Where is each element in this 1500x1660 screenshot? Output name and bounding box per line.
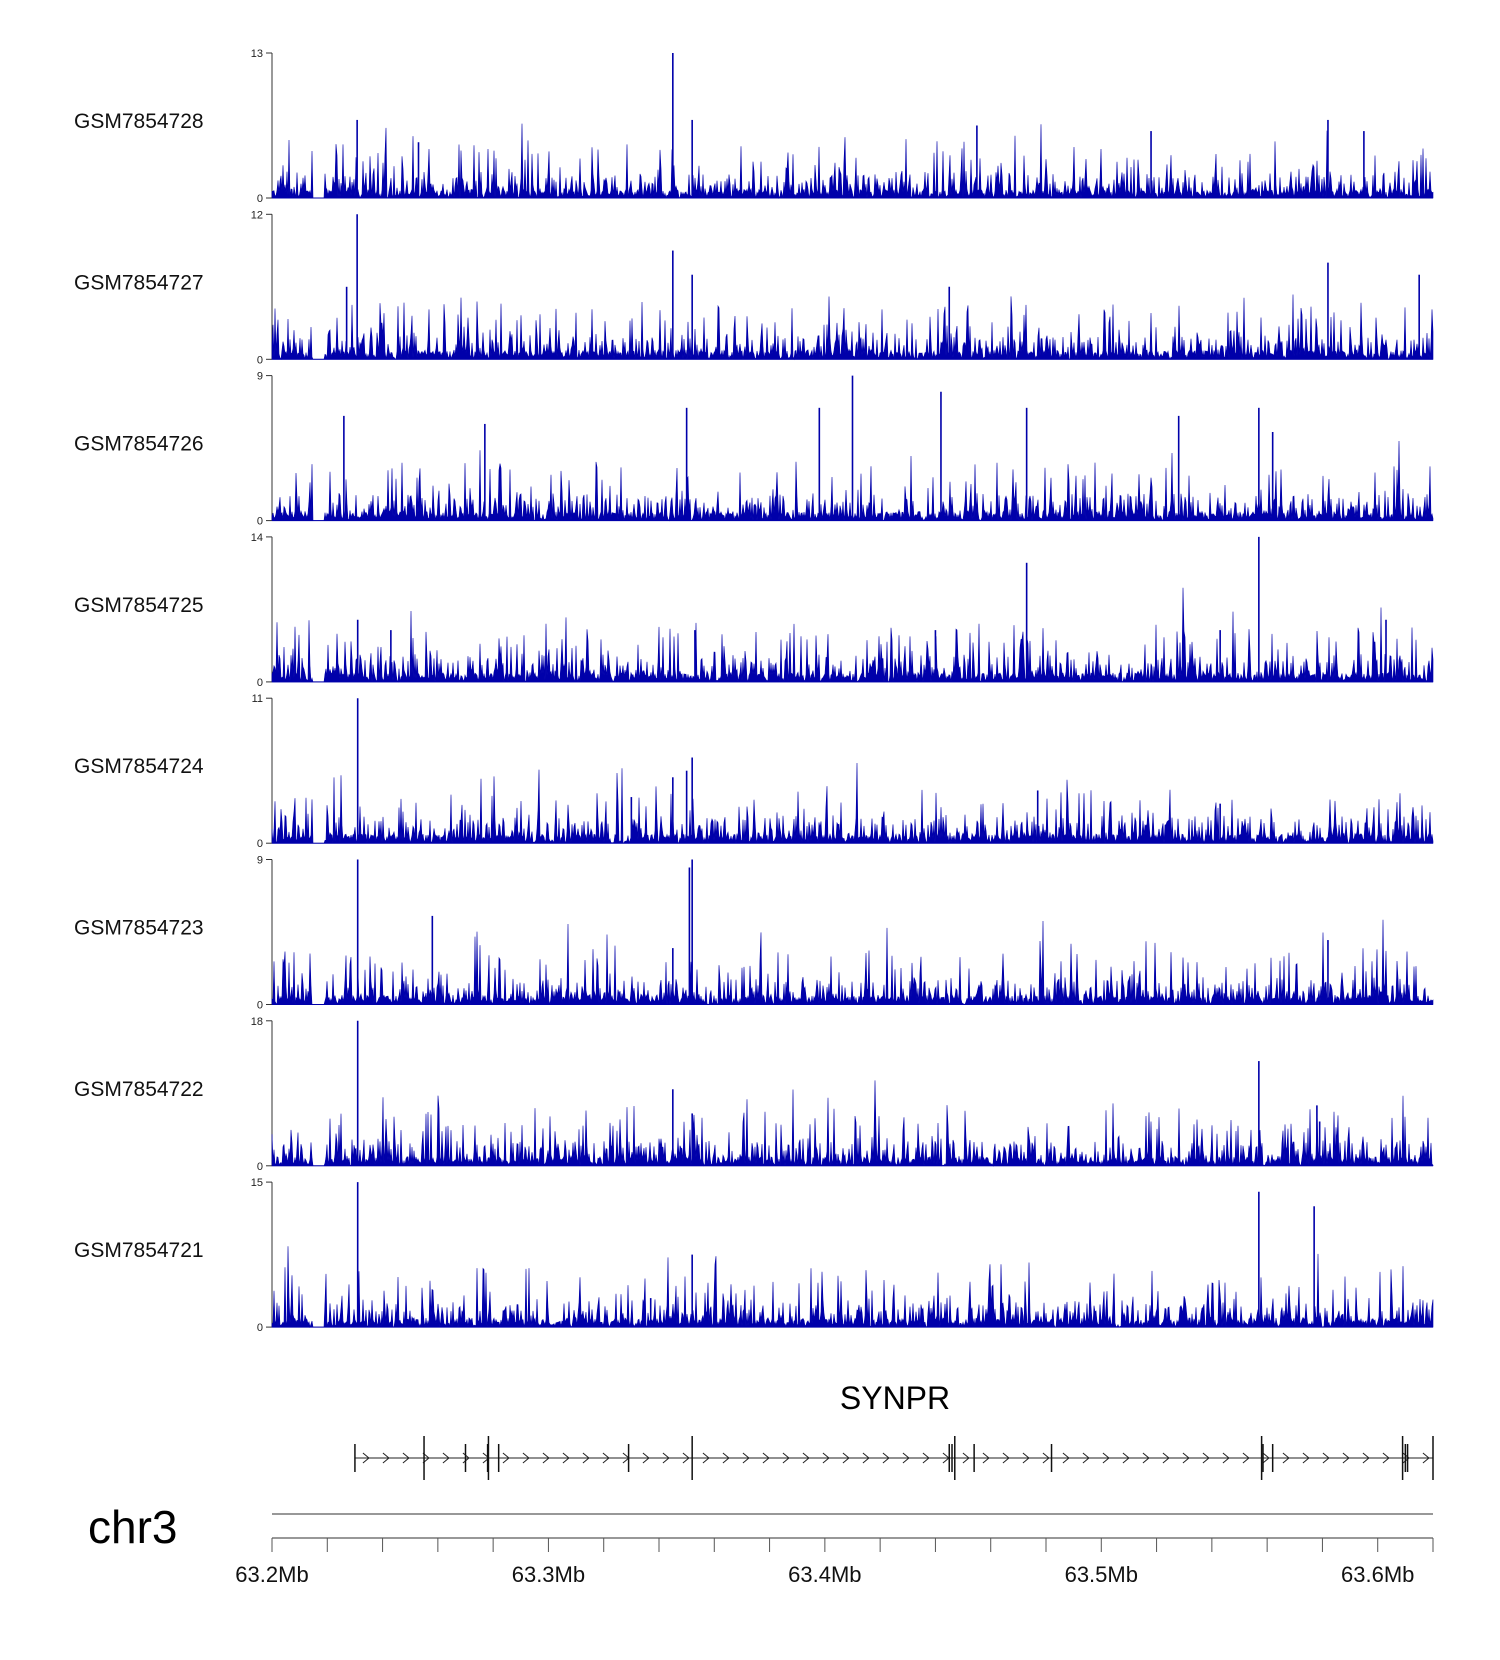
strand-arrow — [1062, 1452, 1070, 1464]
track-label: GSM7854723 — [74, 917, 204, 940]
strand-arrow — [362, 1452, 370, 1464]
strand-arrow — [882, 1452, 890, 1464]
y-axis-max-label: 9 — [257, 855, 263, 867]
strand-arrow — [1322, 1452, 1330, 1464]
strand-arrow — [682, 1452, 690, 1464]
coverage-track: GSM7854725 14 0 — [74, 532, 1434, 689]
track-label: GSM7854728 — [74, 110, 204, 133]
strand-arrow — [422, 1452, 430, 1464]
strand-arrow — [1082, 1452, 1090, 1464]
coverage-track: GSM7854721 15 0 — [74, 1177, 1434, 1334]
track-label: GSM7854725 — [74, 594, 204, 617]
coverage-tracks: GSM7854728130GSM7854727120GSM785472690GS… — [74, 48, 1434, 1334]
strand-arrow — [762, 1452, 770, 1464]
y-axis-max-label: 13 — [251, 48, 263, 60]
strand-arrow — [742, 1452, 750, 1464]
strand-arrow — [1422, 1452, 1430, 1464]
x-axis-tick-label: 63.3Mb — [512, 1562, 585, 1587]
y-axis-max-label: 12 — [251, 209, 263, 221]
x-axis-tick-label: 63.6Mb — [1341, 1562, 1414, 1587]
strand-arrow — [1142, 1452, 1150, 1464]
y-axis-min-label: 0 — [257, 354, 263, 366]
coverage-track: GSM7854726 9 0 — [74, 371, 1434, 528]
strand-arrow — [542, 1452, 550, 1464]
coverage-area — [271, 919, 1434, 1006]
strand-arrow — [862, 1452, 870, 1464]
coverage-area — [271, 762, 1434, 845]
coverage-area — [271, 1246, 1434, 1329]
coverage-track: GSM7854728 13 0 — [74, 48, 1434, 205]
strand-arrow — [562, 1452, 570, 1464]
strand-arrow — [642, 1452, 650, 1464]
coverage-area — [271, 294, 1434, 361]
strand-arrow — [662, 1452, 670, 1464]
strand-arrow — [442, 1452, 450, 1464]
strand-arrow — [1282, 1452, 1290, 1464]
coverage-track: GSM7854722 18 0 — [74, 1016, 1434, 1173]
y-axis-min-label: 0 — [257, 516, 263, 528]
y-axis-min-label: 0 — [257, 1161, 263, 1173]
strand-arrow — [1222, 1452, 1230, 1464]
y-axis-max-label: 11 — [252, 693, 263, 705]
coverage-area — [271, 587, 1434, 683]
y-axis-max-label: 15 — [251, 1177, 263, 1189]
strand-arrow — [802, 1452, 810, 1464]
strand-arrow — [842, 1452, 850, 1464]
strand-arrow — [1362, 1452, 1370, 1464]
strand-arrow — [1202, 1452, 1210, 1464]
strand-arrow — [1302, 1452, 1310, 1464]
strand-arrow — [1342, 1452, 1350, 1464]
strand-arrow — [1042, 1452, 1050, 1464]
track-label: GSM7854727 — [74, 271, 204, 294]
y-axis-max-label: 9 — [257, 371, 263, 383]
gene-label: SYNPR — [840, 1380, 950, 1416]
strand-arrow — [502, 1452, 510, 1464]
y-axis-min-label: 0 — [257, 1322, 263, 1334]
strand-arrow — [402, 1452, 410, 1464]
coverage-track: GSM7854723 9 0 — [74, 855, 1434, 1012]
y-axis-min-label: 0 — [257, 1000, 263, 1012]
strand-arrow — [582, 1452, 590, 1464]
y-axis-max-label: 14 — [251, 532, 263, 544]
strand-arrow — [1382, 1452, 1390, 1464]
strand-arrow — [902, 1452, 910, 1464]
track-label: GSM7854724 — [74, 755, 204, 778]
coverage-area — [271, 123, 1434, 199]
track-label: GSM7854726 — [74, 433, 204, 456]
strand-arrow — [1162, 1452, 1170, 1464]
strand-arrow — [1122, 1452, 1130, 1464]
strand-arrow — [962, 1452, 970, 1464]
strand-arrow — [1102, 1452, 1110, 1464]
y-axis-min-label: 0 — [257, 838, 263, 850]
strand-arrow — [382, 1452, 390, 1464]
strand-arrow — [1182, 1452, 1190, 1464]
strand-arrow — [982, 1452, 990, 1464]
y-axis-min-label: 0 — [257, 677, 263, 689]
y-axis-min-label: 0 — [257, 193, 263, 205]
genomic-axis: chr3 63.2Mb 63.3Mb 63.4Mb 63.5Mb 63.6Mb — [88, 1501, 1434, 1587]
chromosome-label: chr3 — [88, 1501, 177, 1553]
strand-arrow — [722, 1452, 730, 1464]
x-axis-tick-label: 63.5Mb — [1065, 1562, 1138, 1587]
y-axis-max-label: 18 — [251, 1016, 263, 1028]
strand-arrow — [602, 1452, 610, 1464]
x-axis-tick-label: 63.4Mb — [788, 1562, 861, 1587]
strand-arrow — [702, 1452, 710, 1464]
strand-arrow — [922, 1452, 930, 1464]
strand-arrow — [522, 1452, 530, 1464]
strand-arrow — [1262, 1452, 1270, 1464]
strand-arrow — [1242, 1452, 1250, 1464]
track-label: GSM7854721 — [74, 1239, 204, 1262]
strand-arrow — [782, 1452, 790, 1464]
strand-arrow — [1022, 1452, 1030, 1464]
strand-arrow — [822, 1452, 830, 1464]
coverage-track: GSM7854727 12 0 — [74, 209, 1434, 366]
coverage-track: GSM7854724 11 0 — [74, 693, 1434, 850]
track-label: GSM7854722 — [74, 1078, 204, 1101]
gene-model-track: SYNPR — [354, 1380, 1434, 1480]
x-axis-tick-label: 63.2Mb — [235, 1562, 308, 1587]
strand-arrow — [1002, 1452, 1010, 1464]
